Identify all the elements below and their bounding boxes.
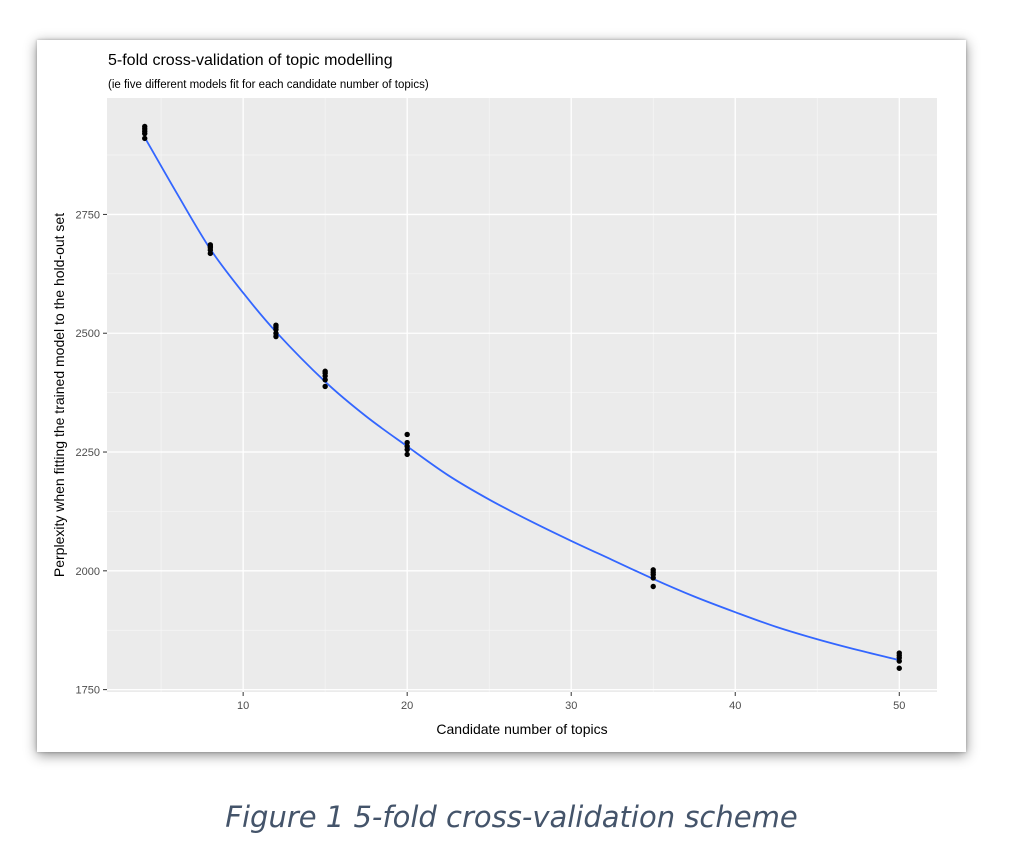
y-axis-label: Perplexity when fitting the trained mode…	[51, 213, 67, 577]
data-point	[207, 242, 214, 248]
data-point	[404, 439, 410, 446]
major-gridlines	[107, 98, 937, 692]
y-tick-label: 2750	[76, 209, 100, 221]
chart-title: 5-fold cross-validation of topic modelli…	[108, 52, 393, 69]
figure-caption: Figure 1 5-fold cross-validation scheme	[225, 800, 798, 834]
smooth-trend-line	[143, 136, 900, 662]
x-axis-label: Candidate number of topics	[436, 721, 607, 737]
data-point	[273, 322, 279, 328]
data-point	[142, 123, 148, 130]
data-points	[142, 123, 902, 671]
chart-subtitle: (ie five different models fit for each c…	[108, 79, 429, 91]
x-tick-label: 30	[565, 700, 577, 712]
scatter-plot: 10 20 30 40 50 1750 2000 2250 2500 2750 Candidat…	[51, 98, 937, 737]
x-tick-labels: 10 20 30 40 50	[237, 700, 905, 712]
plot-panel	[107, 98, 937, 692]
data-point	[142, 135, 148, 142]
x-tick-label: 10	[237, 700, 249, 712]
data-point	[896, 665, 902, 671]
data-point	[322, 377, 328, 383]
data-point	[650, 583, 656, 590]
minor-gridlines	[107, 98, 937, 692]
data-point	[322, 368, 328, 374]
data-point	[404, 431, 410, 438]
data-point	[404, 443, 410, 450]
data-point	[896, 650, 902, 656]
data-point	[322, 383, 328, 390]
data-point	[404, 451, 410, 458]
data-point	[650, 567, 656, 573]
y-tick-label: 2250	[76, 447, 100, 459]
x-tick-label: 20	[401, 700, 413, 712]
figure-card: 5-fold cross-validation of topic modelli…	[37, 40, 966, 752]
y-tick-label: 2000	[76, 566, 100, 578]
y-tick-labels: 1750 2000 2250 2500 2750	[76, 209, 100, 696]
data-point	[273, 330, 279, 336]
y-tick-label: 1750	[76, 685, 100, 697]
axis-ticks	[103, 213, 900, 696]
x-tick-label: 40	[729, 700, 741, 712]
y-tick-label: 2500	[76, 328, 100, 340]
x-tick-label: 50	[893, 700, 905, 712]
